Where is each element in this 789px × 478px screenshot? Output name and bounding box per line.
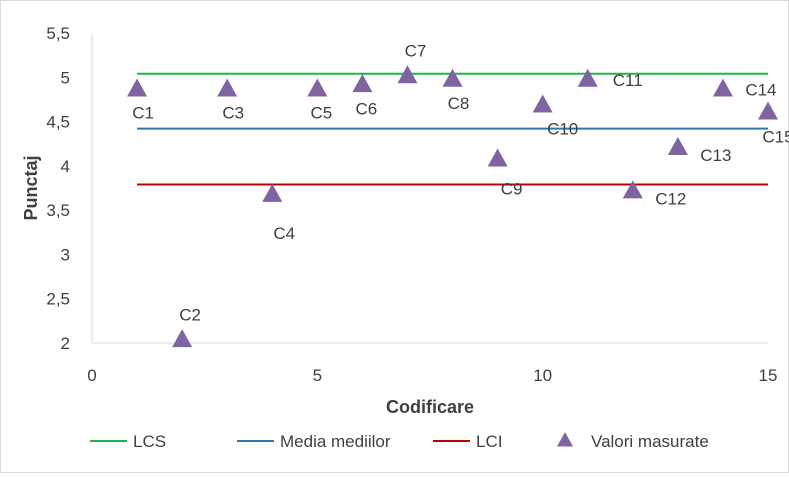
data-point (172, 329, 193, 348)
point-label: C14 (745, 81, 776, 100)
legend-label-media-mediilor: Media mediilor (280, 432, 391, 451)
legend: LCS Media mediilor LCI Valori masurate (90, 432, 709, 451)
point-label: C10 (547, 120, 578, 139)
axes: 2 2,5 3 3,5 4 4,5 5 5,5 0 5 10 15 Codificare Punctaj (21, 24, 777, 417)
point-label: C2 (179, 305, 201, 324)
y-tick-label: 3 (61, 245, 70, 264)
data-point (758, 101, 778, 120)
data-point (397, 65, 418, 84)
data-point (307, 78, 328, 97)
point-label: C7 (405, 41, 427, 60)
x-tick-label: 0 (87, 366, 96, 385)
data-point (712, 78, 733, 97)
y-tick-label: 2 (61, 334, 70, 353)
legend-label-valori-masurate: Valori masurate (591, 432, 709, 451)
point-labels: C1 C2 C3 C4 C5 C6 C7 C8 C9 C10 C11 C12 C13 C14 C15 (132, 41, 789, 324)
data-points (127, 65, 778, 348)
x-tick-label: 5 (313, 366, 322, 385)
y-tick-label: 5,5 (46, 24, 70, 43)
y-tick-label: 4 (61, 157, 70, 176)
y-tick-label: 4,5 (46, 113, 70, 132)
point-label: C6 (356, 99, 378, 118)
point-label: C13 (700, 146, 731, 165)
data-point (667, 136, 688, 155)
data-point (127, 78, 148, 97)
data-point (532, 94, 553, 113)
legend-label-lcs: LCS (133, 432, 166, 451)
point-label: C4 (273, 224, 295, 243)
data-point (262, 183, 283, 202)
x-tick-label: 10 (533, 366, 552, 385)
data-point (622, 180, 643, 199)
y-tick-label: 5 (61, 68, 70, 87)
point-label: C1 (132, 104, 154, 123)
point-label: C3 (222, 104, 244, 123)
y-axis-title: Punctaj (21, 155, 41, 220)
point-label: C9 (501, 180, 523, 199)
legend-label-lci: LCI (476, 432, 502, 451)
data-point (352, 74, 373, 93)
legend-swatch-valori-masurate (557, 432, 573, 447)
y-tick-label: 3,5 (46, 201, 70, 220)
x-tick-label: 15 (759, 366, 778, 385)
data-point (442, 68, 463, 87)
x-axis-title: Codificare (386, 397, 474, 417)
point-label: C5 (310, 104, 332, 123)
point-label: C8 (448, 94, 470, 113)
data-point (487, 148, 508, 167)
point-label: C15 (762, 128, 789, 147)
y-tick-label: 2,5 (46, 290, 70, 309)
point-label: C12 (655, 190, 686, 209)
point-label: C11 (613, 71, 643, 90)
data-point (577, 68, 598, 87)
data-point (217, 78, 238, 97)
